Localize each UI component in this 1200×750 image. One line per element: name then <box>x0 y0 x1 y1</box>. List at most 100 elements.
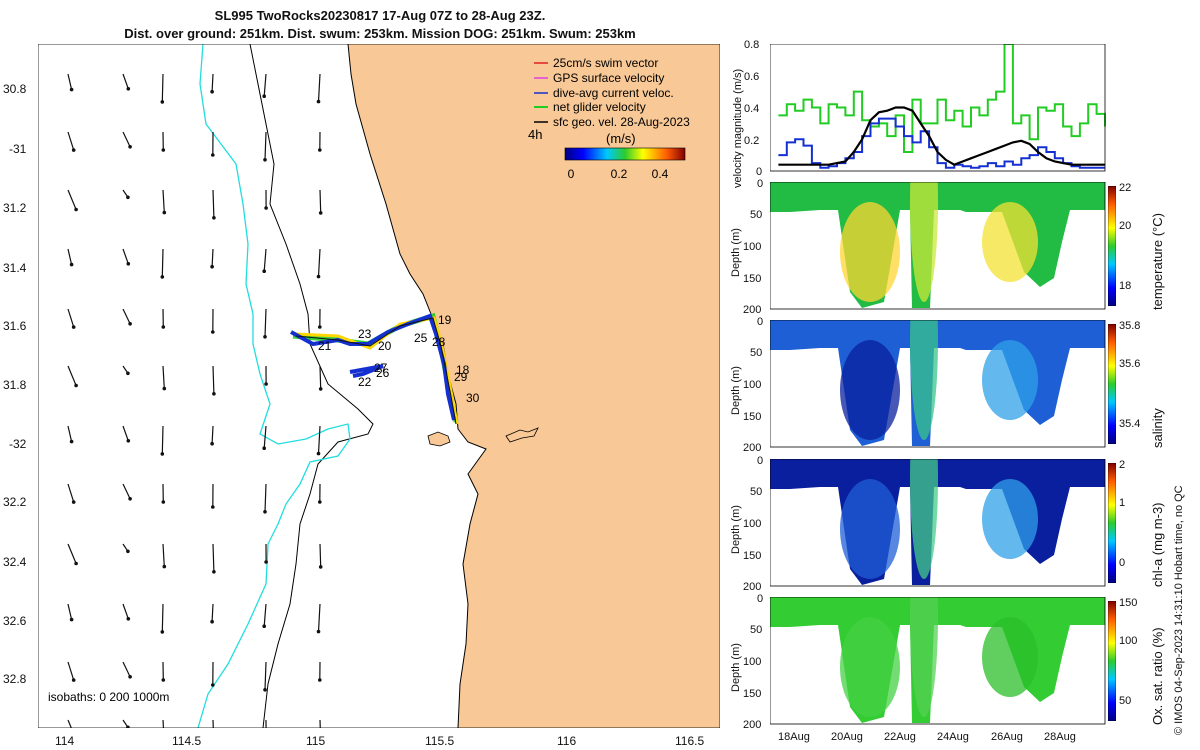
current-arrow <box>264 483 267 512</box>
current-arrow-head <box>263 510 267 514</box>
current-arrow <box>67 483 75 503</box>
lon-tick-115.5: 115.5 <box>425 734 455 748</box>
date-tick-28aug: 28Aug <box>1044 731 1076 743</box>
current-arrow <box>67 425 73 442</box>
date-tick-18aug: 18Aug <box>778 731 810 743</box>
current-arrow <box>122 308 131 325</box>
chla-colorbar-label: chl-a (mg m-3) <box>1150 502 1165 587</box>
current-arrow-head <box>162 564 167 569</box>
day-label-21: 21 <box>318 339 332 353</box>
current-arrow <box>67 543 77 564</box>
current-arrow <box>67 73 73 90</box>
oxygen-section-frame <box>770 597 1106 725</box>
chla-section-data <box>770 459 1105 585</box>
current-arrow-head <box>126 262 131 266</box>
current-arrow-head <box>161 148 166 152</box>
day-label-29: 29 <box>454 370 468 384</box>
oxygen-colorbar-label: Ox. sat. ratio (%) <box>1150 627 1165 725</box>
temperature-ytick-0: 0 <box>757 178 764 190</box>
current-arrow-head <box>211 153 215 157</box>
current-arrow <box>263 248 267 272</box>
temperature-colorbar-gradient <box>1108 186 1116 306</box>
lon-tick-114: 114 <box>55 734 75 748</box>
chla-cbar-tick-top: 2 <box>1119 459 1126 471</box>
current-arrow <box>211 603 214 622</box>
legend-item-dac: dive-avg current veloc. <box>553 86 674 100</box>
temperature-section-frame <box>770 182 1106 310</box>
day-label-19: 19 <box>438 313 452 327</box>
current-arrow-head <box>74 561 78 566</box>
current-arrow-head <box>74 207 78 212</box>
oxygen-cbar-tick-mid: 100 <box>1119 635 1138 647</box>
temperature-ytick-200: 200 <box>743 304 762 316</box>
salinity-depth-label: Depth (m) <box>730 366 742 415</box>
current-arrow <box>264 131 267 160</box>
lat-tick-31.8: 31.8 <box>3 378 27 392</box>
current-arrow-head <box>264 206 268 210</box>
current-arrow-head <box>210 441 214 446</box>
dive-avg-current-track <box>290 313 456 421</box>
salinity-section-panel <box>770 320 1106 448</box>
salinity-ytick-0: 0 <box>757 316 764 328</box>
current-arrow <box>122 425 129 442</box>
lon-tick-116.5: 116.5 <box>675 734 705 748</box>
salinity-ytick-150: 150 <box>743 411 762 423</box>
current-arrow-head <box>128 675 132 679</box>
current-arrow <box>317 73 321 102</box>
current-arrow-head <box>211 330 215 334</box>
vel-ytick-0: 0 <box>756 166 763 178</box>
temperature-depth-label: Depth (m) <box>730 228 742 277</box>
velocity-frame <box>770 44 1106 172</box>
current-arrow <box>319 189 322 213</box>
day-label-27: 27 <box>374 361 388 375</box>
day-label-22: 22 <box>358 375 372 389</box>
current-arrow-head <box>161 325 166 329</box>
chla-ytick-100: 100 <box>743 518 762 530</box>
lon-tick-114.5: 114.5 <box>172 734 202 748</box>
current-arrow <box>122 248 129 265</box>
lon-tick-115: 115 <box>306 734 326 748</box>
oxygen-ytick-50: 50 <box>750 624 763 636</box>
current-arrow-head <box>316 99 321 104</box>
current-arrow <box>67 661 75 681</box>
current-arrow <box>162 719 165 728</box>
temperature-section-data <box>770 182 1105 308</box>
glider-track <box>290 312 459 425</box>
current-arrow-head <box>128 145 132 149</box>
date-tick-22aug: 22Aug <box>884 731 916 743</box>
current-arrow-head <box>318 678 322 682</box>
chart-title-line1: SL995 TwoRocks20230817 17-Aug 07Z to 28-… <box>214 8 546 23</box>
velocity-line-net-glider-velocity <box>778 44 1106 153</box>
salinity-core-0 <box>840 340 900 440</box>
current-arrow-head <box>211 683 215 687</box>
date-tick-24aug: 24Aug <box>937 731 969 743</box>
current-arrow <box>67 719 72 728</box>
current-arrow <box>67 131 75 151</box>
temperature-cbar-tick-mid: 20 <box>1119 220 1132 232</box>
current-arrow-head <box>211 505 215 509</box>
salinity-colorbar <box>1108 324 1116 444</box>
colorbar-tick-0.2: 0.2 <box>611 167 628 181</box>
current-arrow <box>67 365 77 386</box>
current-arrow-head <box>316 629 321 634</box>
salinity-colorbar-gradient <box>1108 324 1116 444</box>
legend-item-net: net glider velocity <box>553 100 646 114</box>
current-arrow-head <box>262 94 266 98</box>
current-arrow <box>162 365 165 389</box>
vel-ylabel: velocity magnitude (m/s) <box>732 68 744 188</box>
current-arrow-head <box>318 387 323 391</box>
current-arrow-head <box>210 264 214 269</box>
oxygen-ytick-100: 100 <box>743 656 762 668</box>
island-garden <box>427 431 451 447</box>
temperature-core-2 <box>910 182 938 302</box>
vel-ytick-0.6: 0.6 <box>744 71 760 83</box>
current-arrow <box>317 425 321 454</box>
salinity-cbar-tick-low: 35.4 <box>1119 418 1141 430</box>
oxygen-cbar-tick-top: 150 <box>1119 597 1138 609</box>
chla-cbar-tick-mid: 1 <box>1119 497 1126 509</box>
chla-section-frame <box>770 459 1106 587</box>
current-arrow <box>67 248 73 265</box>
chla-ytick-200: 200 <box>743 581 762 593</box>
current-arrow-head <box>262 269 266 273</box>
current-arrow <box>122 661 131 678</box>
